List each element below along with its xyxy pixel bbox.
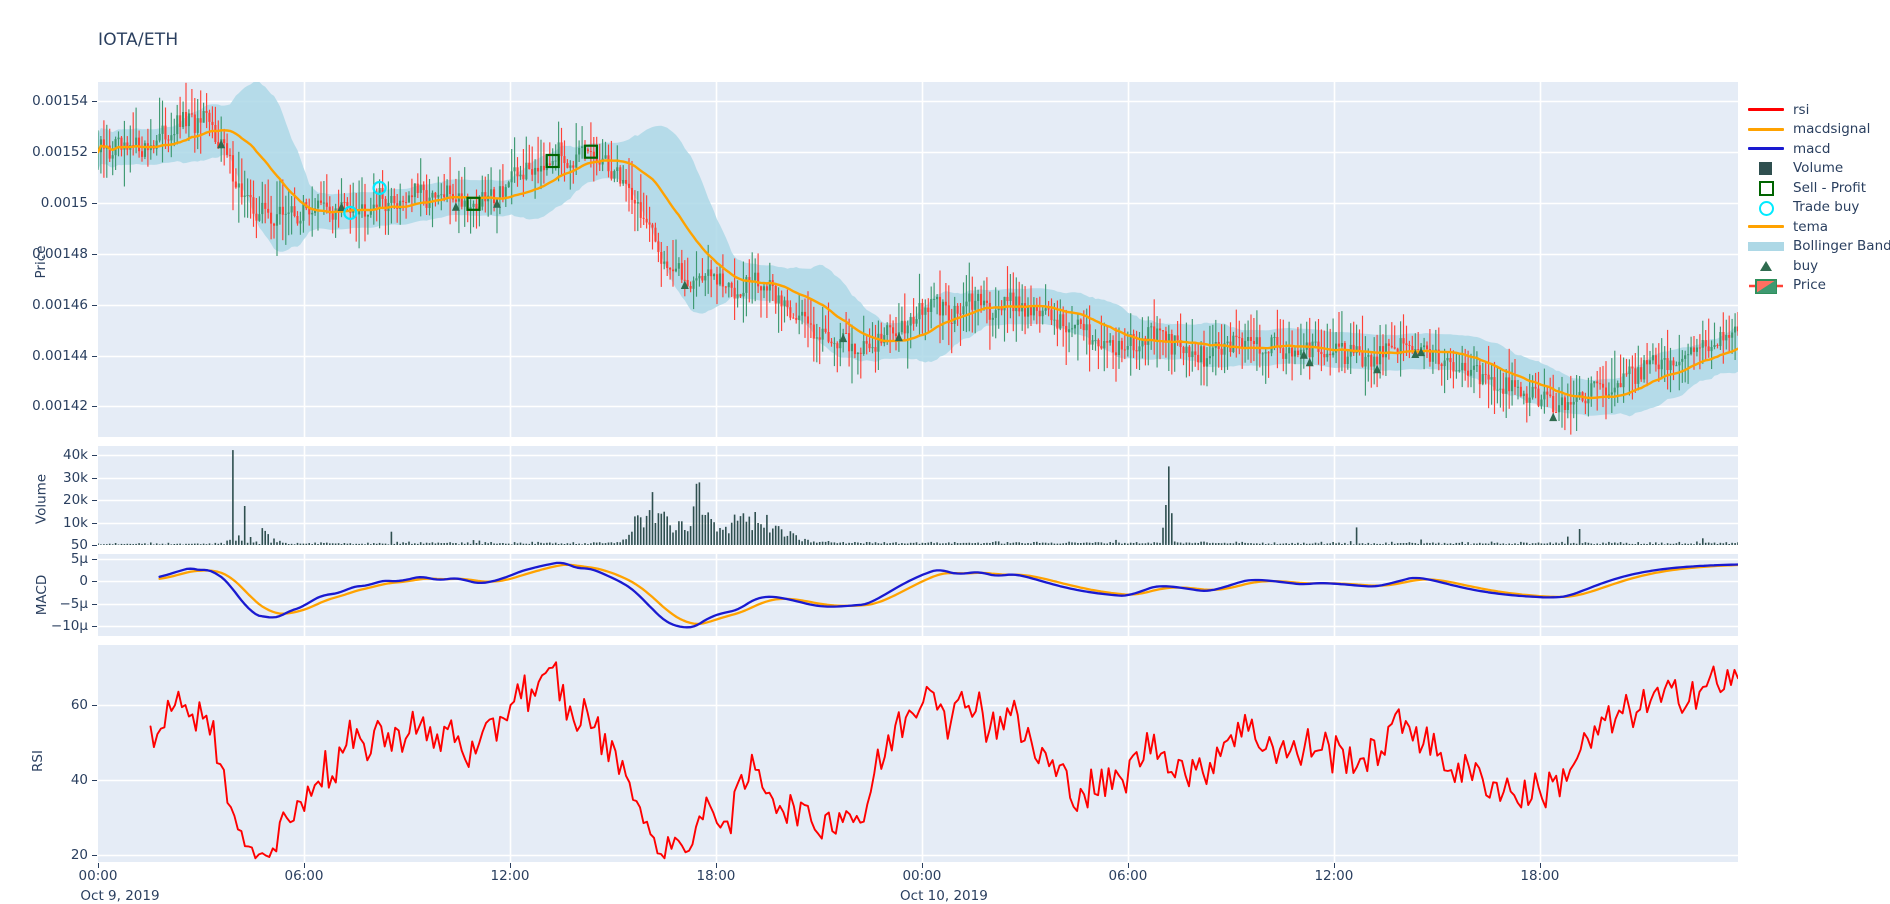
legend-line-swatch — [1748, 225, 1784, 228]
legend-item-rsi[interactable]: rsi — [1745, 100, 1890, 120]
price-y-tickmark — [92, 356, 97, 357]
legend-line-icon — [1745, 100, 1787, 120]
x-axis-tickmark — [1540, 863, 1541, 868]
legend-item-bollinger-band[interactable]: Bollinger Band — [1745, 237, 1890, 257]
price-y-tick: 0.00154 — [0, 93, 88, 109]
x-axis-tickmark — [304, 863, 305, 868]
x-axis-tickmark — [1128, 863, 1129, 868]
legend-band-swatch — [1748, 242, 1784, 251]
legend-item-label: Sell - Profit — [1787, 180, 1866, 196]
price-y-tickmark — [92, 101, 97, 102]
volume-axis-title: Volume — [34, 452, 50, 547]
legend-item-sell-profit[interactable]: Sell - Profit — [1745, 178, 1890, 198]
x-axis-date-label: Oct 9, 2019 — [80, 888, 159, 904]
price-y-tickmark — [92, 254, 97, 255]
volume-y-tickmark — [92, 455, 97, 456]
x-axis-tick: 18:00 — [1520, 868, 1559, 884]
price-y-tickmark — [92, 305, 97, 306]
price-y-tickmark — [92, 152, 97, 153]
legend-item-price[interactable]: Price — [1745, 276, 1890, 296]
x-axis-date-label: Oct 10, 2019 — [900, 888, 988, 904]
legend-square-open-icon — [1745, 178, 1787, 198]
legend-item-label: rsi — [1787, 102, 1809, 118]
legend-square-open-swatch — [1759, 181, 1774, 196]
legend-candlestick-icon — [1745, 276, 1787, 296]
rsi-panel — [98, 645, 1738, 862]
macd-y-tickmark — [92, 581, 97, 582]
page-title: IOTA/ETH — [98, 30, 178, 50]
price-y-tick: 0.0015 — [0, 195, 88, 211]
x-axis-tick: 12:00 — [1314, 868, 1353, 884]
macd-y-tickmark — [92, 604, 97, 605]
x-axis-tick: 00:00 — [902, 868, 941, 884]
legend-triangle-swatch — [1760, 261, 1772, 271]
legend-line-icon — [1745, 120, 1787, 140]
price-y-tick: 0.00142 — [0, 398, 88, 414]
legend-item-label: macdsignal — [1787, 121, 1870, 137]
price-y-tick: 0.00144 — [0, 348, 88, 364]
legend-band-icon — [1745, 237, 1787, 257]
volume-y-tickmark — [92, 500, 97, 501]
legend-item-volume[interactable]: Volume — [1745, 159, 1890, 179]
rsi-y-tick: 20 — [0, 847, 88, 863]
legend-line-swatch — [1748, 128, 1784, 131]
macd-axis-title: MACD — [34, 545, 50, 645]
rsi-y-tickmark — [92, 780, 97, 781]
price-y-tickmark — [92, 406, 97, 407]
x-axis-tick: 06:00 — [285, 868, 324, 884]
x-axis-tick: 12:00 — [491, 868, 530, 884]
price-panel — [98, 82, 1738, 437]
legend-line-swatch — [1748, 147, 1784, 150]
legend-item-label: Volume — [1787, 160, 1843, 176]
macd-panel — [98, 554, 1738, 636]
legend-line-icon — [1745, 139, 1787, 159]
legend-square-icon — [1745, 159, 1787, 179]
chart-legend: rsi macdsignal macd Volume Sell - Profit Trad… — [1745, 100, 1890, 295]
rsi-y-tickmark — [92, 705, 97, 706]
legend-item-label: buy — [1787, 258, 1818, 274]
legend-item-macdsignal[interactable]: macdsignal — [1745, 120, 1890, 140]
legend-item-macd[interactable]: macd — [1745, 139, 1890, 159]
x-axis-tickmark — [716, 863, 717, 868]
legend-item-tema[interactable]: tema — [1745, 217, 1890, 237]
legend-item-label: tema — [1787, 219, 1828, 235]
legend-circle-open-icon — [1745, 198, 1787, 218]
volume-y-tickmark — [92, 478, 97, 479]
volume-y-tickmark — [92, 523, 97, 524]
legend-item-trade-buy[interactable]: Trade buy — [1745, 198, 1890, 218]
legend-item-buy[interactable]: buy — [1745, 256, 1890, 276]
legend-line-swatch — [1748, 108, 1784, 111]
price-y-tickmark — [92, 203, 97, 204]
legend-triangle-up-icon — [1745, 256, 1787, 276]
volume-panel — [98, 446, 1738, 545]
macd-y-tickmark — [92, 626, 97, 627]
price-y-tick: 0.00152 — [0, 144, 88, 160]
rsi-y-tickmark — [92, 855, 97, 856]
legend-item-label: Bollinger Band — [1787, 238, 1890, 254]
x-axis-tickmark — [98, 863, 99, 868]
legend-item-label: Trade buy — [1787, 199, 1859, 215]
macd-y-tickmark — [92, 559, 97, 560]
price-axis-title: Price — [33, 217, 49, 307]
x-axis-tickmark — [510, 863, 511, 868]
rsi-axis-title: RSI — [30, 711, 46, 811]
x-axis-tick: 18:00 — [696, 868, 735, 884]
legend-line-icon — [1745, 217, 1787, 237]
legend-item-label: Price — [1787, 277, 1826, 293]
legend-circle-open-swatch — [1759, 201, 1774, 216]
x-axis-tickmark — [922, 863, 923, 868]
x-axis-tick: 06:00 — [1108, 868, 1147, 884]
x-axis-tickmark — [1334, 863, 1335, 868]
x-axis-tick: 00:00 — [79, 868, 118, 884]
legend-square-swatch — [1759, 162, 1772, 175]
volume-y-tickmark — [92, 545, 97, 546]
legend-item-label: macd — [1787, 141, 1830, 157]
